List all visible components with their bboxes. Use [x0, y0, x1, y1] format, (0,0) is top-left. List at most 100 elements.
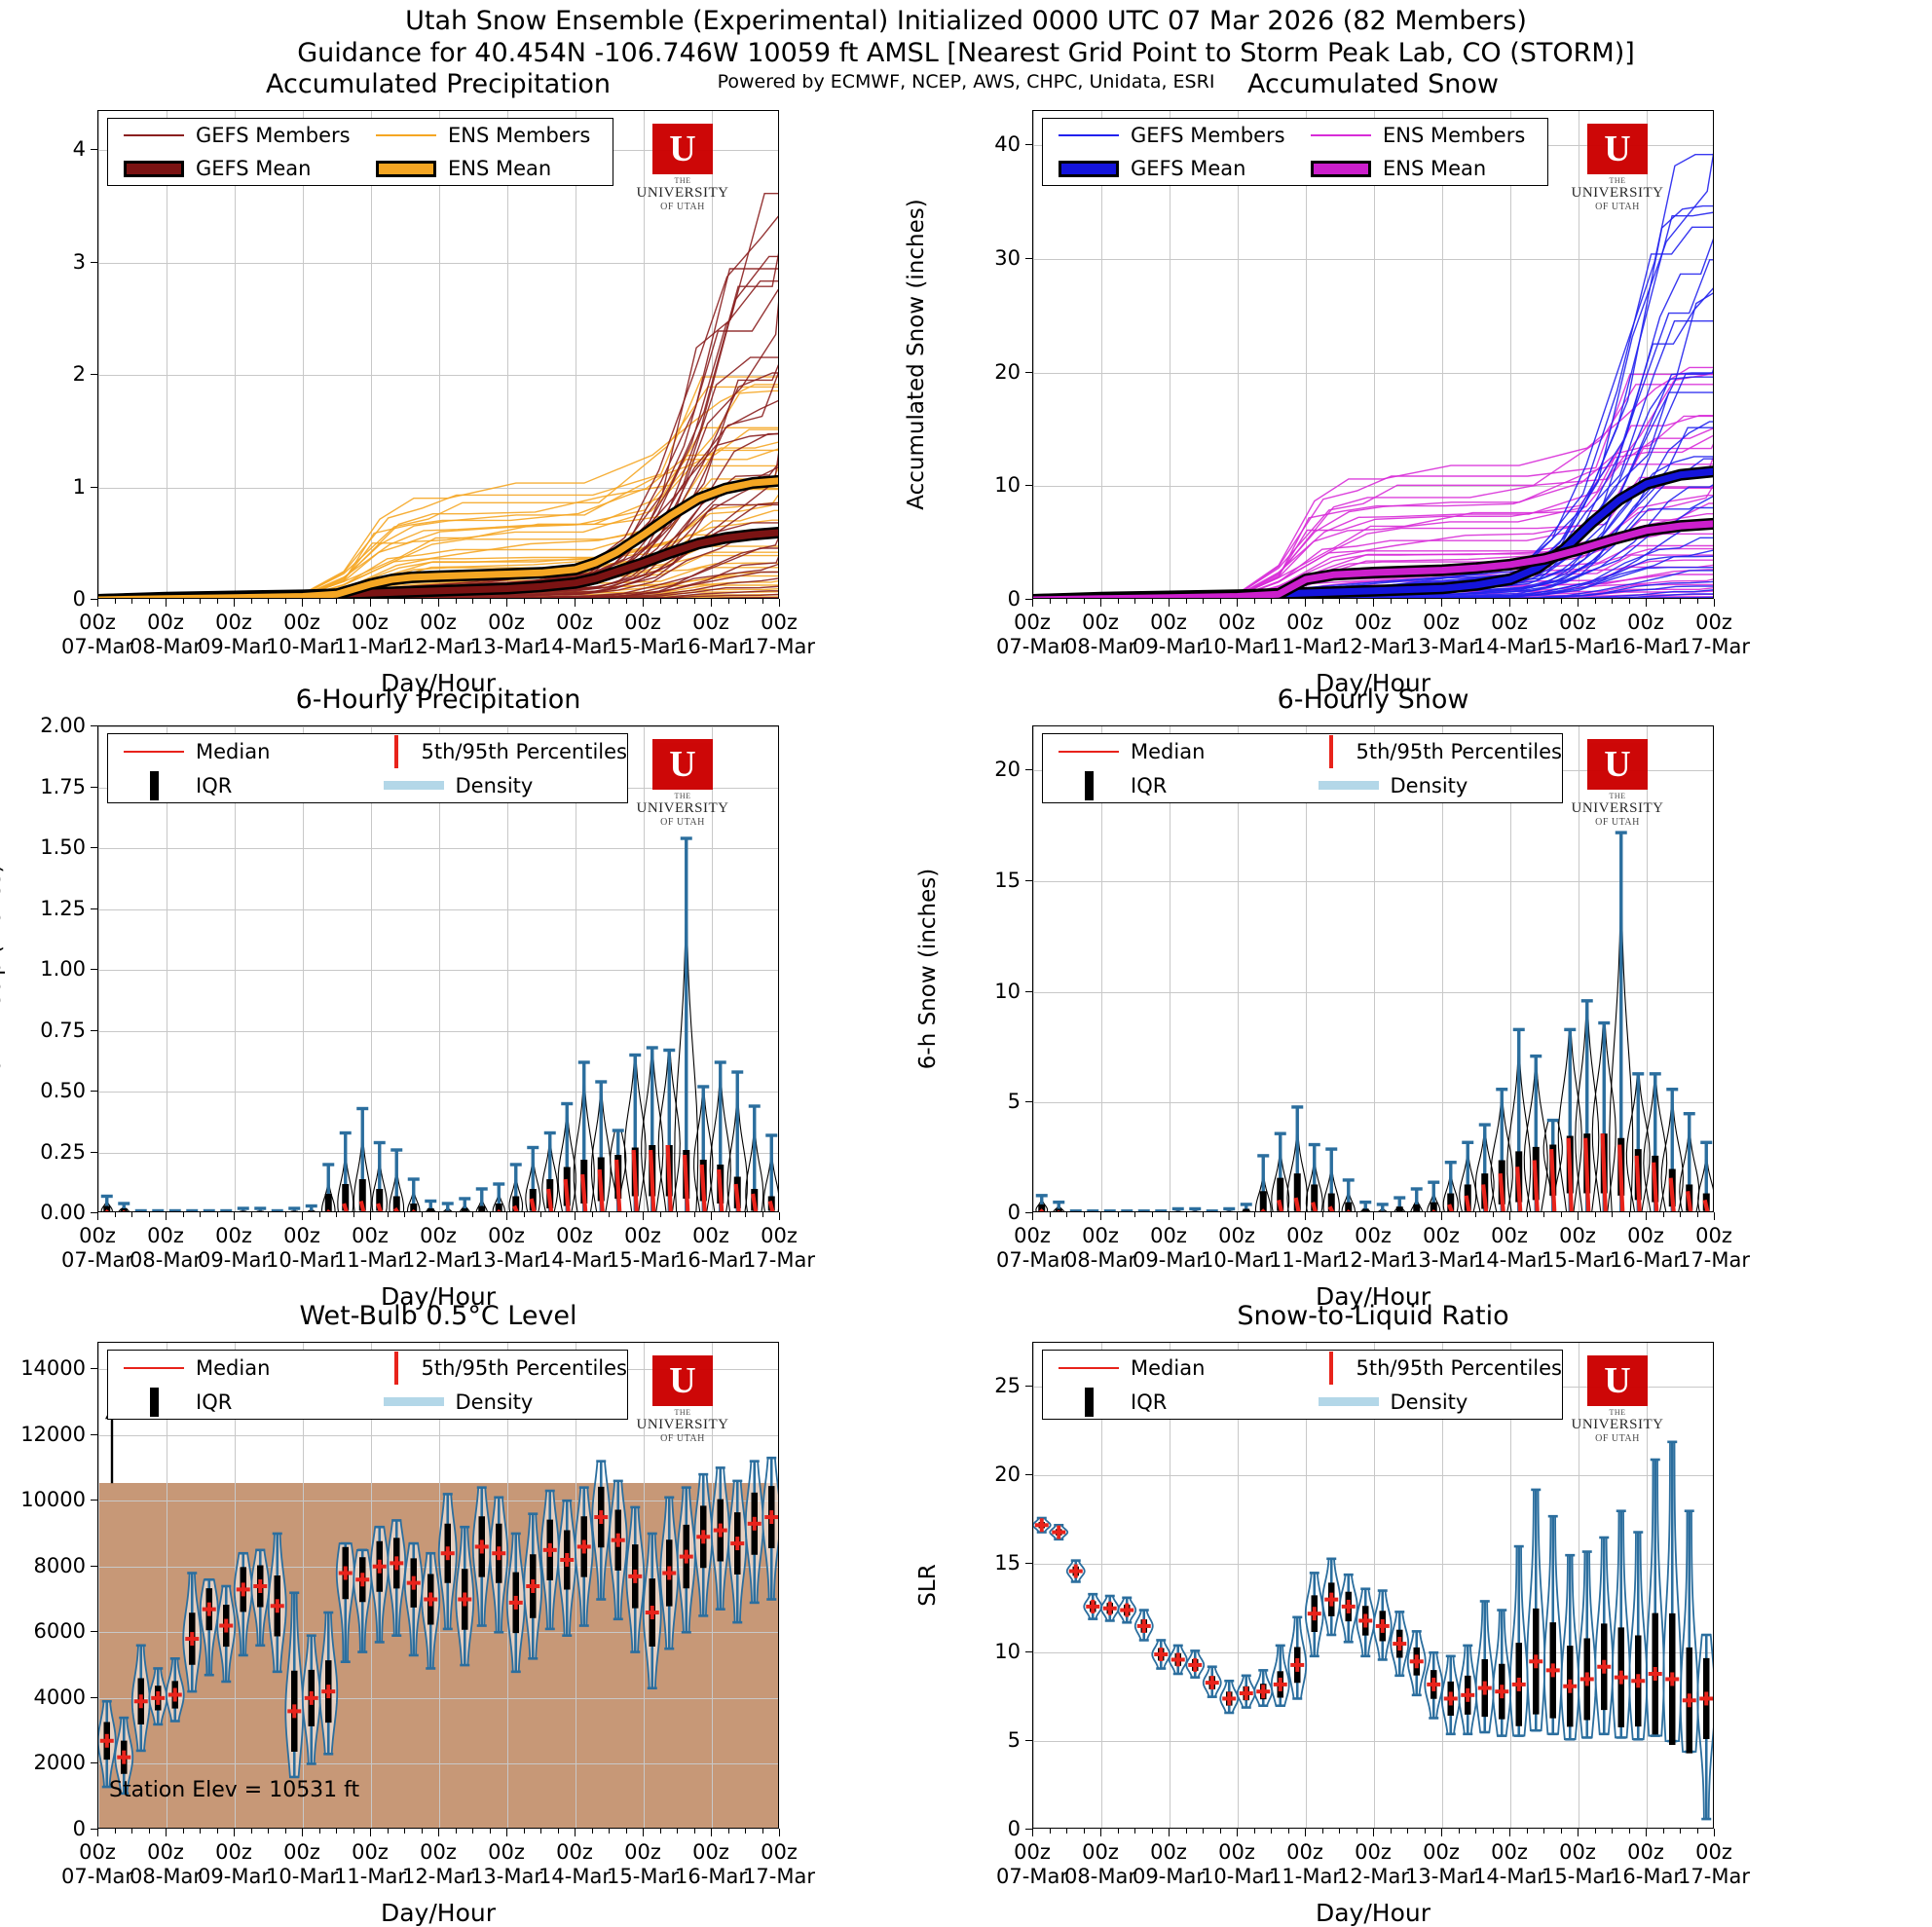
x-tick-minor — [1356, 1829, 1357, 1834]
x-tick-minor — [1407, 1829, 1408, 1834]
x-tick-minor — [1493, 1829, 1494, 1834]
logo-text-line1: THE — [615, 792, 750, 800]
logo-text-line1: THE — [615, 176, 750, 185]
y-tick-mark — [1025, 1474, 1032, 1475]
x-tick-minor — [1237, 1829, 1238, 1834]
x-tick-minor — [1084, 1829, 1085, 1834]
x-tick-minor — [1459, 1829, 1460, 1834]
logo-text-line2: UNIVERSITY — [1550, 800, 1685, 817]
legend-item: ENS Members — [1295, 124, 1547, 147]
legend-swatch-vert — [1319, 735, 1345, 768]
x-tick-minor — [1220, 1829, 1221, 1834]
y-tick-label: 25 — [943, 1374, 1021, 1397]
legend-swatch-thick — [1059, 161, 1119, 177]
x-tick-day: 09-Mar — [1133, 1865, 1205, 1889]
logo-text-line2: UNIVERSITY — [615, 1417, 750, 1433]
legend-swatch-dens — [1319, 781, 1379, 790]
x-tick-minor — [1646, 1829, 1647, 1834]
x-tick-minor — [1680, 1829, 1681, 1834]
legend-label: IQR — [196, 1390, 232, 1414]
legend-item: ENS Mean — [360, 157, 613, 180]
x-tick-minor — [1595, 1829, 1596, 1834]
legend-swatch-dens — [384, 1397, 444, 1406]
x-tick-minor — [1050, 1829, 1051, 1834]
u-logo-icon: U — [1587, 1355, 1648, 1406]
x-tick-hour: 00z — [1201, 1840, 1273, 1865]
legend-swatch-line — [376, 134, 436, 136]
legend-item: 5th/95th Percentiles — [368, 1352, 628, 1385]
x-tick-minor — [1186, 1829, 1187, 1834]
legend-item: 5th/95th Percentiles — [1303, 1352, 1563, 1385]
logo-text-line3: OF UTAH — [615, 202, 750, 212]
x-tick-day: 07-Mar — [996, 1865, 1068, 1889]
legend-swatch-line — [1059, 134, 1119, 136]
legend-label: IQR — [196, 774, 232, 797]
x-tick-minor — [1373, 1829, 1374, 1834]
legend-swatch-line — [124, 751, 184, 753]
legend-label: 5th/95th Percentiles — [1356, 1356, 1562, 1380]
legend-swatch-thick — [376, 161, 436, 177]
y-tick-label: 15 — [943, 1551, 1021, 1575]
logo-text-line3: OF UTAH — [615, 1433, 750, 1444]
x-tick-minor — [1066, 1829, 1067, 1834]
x-tick-minor — [1254, 1829, 1255, 1834]
legend-label: IQR — [1131, 774, 1167, 797]
legend-label: ENS Mean — [1383, 157, 1486, 180]
x-tick-minor — [1134, 1829, 1135, 1834]
x-tick-minor — [1697, 1829, 1698, 1834]
legend-item: Median — [108, 740, 368, 763]
x-tick-minor — [1118, 1829, 1119, 1834]
legend-label: 5th/95th Percentiles — [422, 1356, 627, 1380]
station-elevation-annotation: Station Elev = 10531 ft — [109, 1778, 359, 1802]
legend-label: Density — [1391, 1390, 1468, 1414]
legend-swatch-iqr — [124, 1388, 184, 1417]
logo-text-line2: UNIVERSITY — [615, 185, 750, 202]
legend-swatch-dens — [384, 781, 444, 790]
legend-label: Density — [1391, 774, 1468, 797]
x-tick-hour: 00z — [1678, 1840, 1750, 1865]
legend-swatch-line — [1311, 134, 1371, 136]
x-tick-day: 13-Mar — [1405, 1865, 1477, 1889]
x-tick-minor — [1322, 1829, 1323, 1834]
x-tick-hour: 00z — [1473, 1840, 1545, 1865]
legend-item: Median — [1043, 740, 1303, 763]
x-tick-minor — [1509, 1829, 1510, 1834]
logo-text-line1: THE — [1550, 176, 1685, 185]
legend-item: IQR — [1043, 1388, 1303, 1417]
u-logo-icon: U — [652, 739, 713, 790]
y-tick-mark — [1025, 1651, 1032, 1652]
legend-item: 5th/95th Percentiles — [1303, 735, 1563, 768]
x-tick-minor — [1578, 1829, 1579, 1834]
legend-swatch-vert — [1319, 1352, 1345, 1385]
legend-item: ENS Mean — [1295, 157, 1547, 180]
x-tick-hour: 00z — [996, 1840, 1068, 1865]
x-tick-hour: 00z — [1133, 1840, 1205, 1865]
u-logo-icon: U — [652, 1355, 713, 1406]
legend-swatch-vert — [384, 735, 410, 768]
legend-swatch-line — [1059, 1367, 1119, 1369]
logo-text-line1: THE — [1550, 1408, 1685, 1417]
x-tick-hour: 00z — [1542, 1840, 1614, 1865]
legend-swatch-thick — [124, 161, 184, 177]
legend-item: IQR — [108, 771, 368, 800]
logo-text-line3: OF UTAH — [1550, 1433, 1685, 1444]
y-tick-label: 5 — [943, 1728, 1021, 1752]
